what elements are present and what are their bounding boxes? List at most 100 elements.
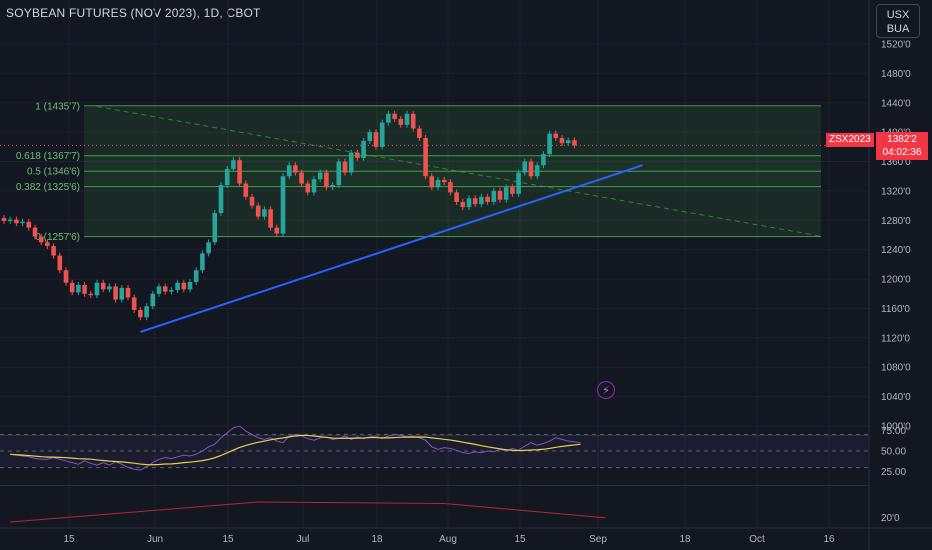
- candle-body: [113, 286, 118, 300]
- candle: [379, 119, 385, 150]
- candle-body: [472, 198, 478, 205]
- candle: [348, 149, 354, 176]
- price-tick-label: 1240'0: [881, 245, 911, 256]
- candle-body: [175, 282, 180, 291]
- candle: [398, 115, 404, 128]
- candle-body: [274, 227, 280, 234]
- candle: [231, 157, 236, 172]
- candle: [169, 287, 174, 295]
- candle: [162, 283, 168, 295]
- time-tick-label: Jul: [297, 534, 310, 545]
- candle-body: [361, 140, 366, 158]
- candle-body: [286, 165, 292, 177]
- candle-body: [448, 182, 453, 193]
- candle: [361, 138, 366, 161]
- candlestick-series: [1, 110, 577, 321]
- price-tick-label: 1520'0: [881, 40, 911, 51]
- candle: [76, 282, 81, 296]
- candle-body: [510, 187, 515, 194]
- lightning-icon[interactable]: ⚡: [597, 381, 615, 399]
- candle-body: [317, 172, 323, 180]
- time-axis[interactable]: 15 Jun 15 Jul 18 Aug 15 Sep 18 Oct 16: [63, 534, 835, 545]
- candle: [460, 199, 466, 211]
- candle-body: [386, 113, 391, 123]
- candle: [429, 173, 435, 191]
- candle: [417, 125, 422, 141]
- candle-body: [280, 176, 286, 234]
- candle-body: [51, 246, 56, 256]
- candle: [224, 165, 230, 188]
- candle: [32, 224, 38, 240]
- candle-body: [32, 227, 38, 237]
- time-tick-label: 15: [514, 534, 526, 545]
- fib-retracement[interactable]: 1 (1435'7) 0.618 (1367'7) 0.5 (1346'6) 0.38…: [0, 101, 868, 243]
- candle-body: [392, 113, 397, 119]
- candle-body: [485, 196, 490, 202]
- rsi-tick-label: 50.00: [881, 447, 906, 458]
- price-tick-label: 1440'0: [881, 98, 911, 109]
- time-tick-label: Oct: [749, 534, 765, 545]
- currency-selector[interactable]: USX BUA: [876, 4, 920, 38]
- candle: [38, 233, 44, 246]
- candle: [26, 218, 32, 231]
- price-tick-label: 1280'0: [881, 216, 911, 227]
- candle-body: [94, 282, 100, 296]
- time-tick-label: 15: [222, 534, 234, 545]
- candle: [262, 206, 267, 220]
- candle-body: [119, 287, 125, 300]
- candle-body: [342, 161, 348, 173]
- candle: [572, 137, 577, 149]
- candle: [330, 182, 335, 191]
- candle: [193, 267, 199, 285]
- rsi-pane: [0, 425, 868, 471]
- candle-body: [404, 113, 410, 125]
- price-axis[interactable]: 1520'01480'01440'01400'01360'01320'01280…: [881, 40, 911, 433]
- dashed-line[interactable]: [96, 105, 823, 237]
- candle-body: [479, 196, 484, 205]
- candle: [317, 169, 323, 183]
- fib-level-label: 0.618 (1367'7): [16, 151, 80, 162]
- candle: [373, 129, 379, 150]
- time-tick-label: Sep: [589, 534, 607, 545]
- candle-body: [187, 282, 193, 290]
- candle: [441, 176, 447, 186]
- candle: [107, 283, 112, 293]
- candle-body: [45, 242, 50, 247]
- candle: [404, 110, 410, 128]
- candle: [69, 279, 75, 296]
- candle-body: [293, 165, 298, 173]
- candle-body: [131, 297, 137, 310]
- currency-label: USX: [886, 9, 910, 21]
- candle-body: [534, 165, 540, 177]
- candle-body: [330, 185, 335, 188]
- candle: [187, 279, 193, 293]
- last-price-badge: 1382'2 04:02:36: [876, 132, 928, 160]
- candle: [156, 283, 162, 297]
- time-tick-label: Jun: [147, 534, 163, 545]
- trendline[interactable]: [140, 164, 643, 333]
- candle: [522, 158, 528, 176]
- candle: [479, 193, 484, 208]
- candle-body: [224, 168, 230, 186]
- candle: [311, 176, 317, 196]
- candle: [51, 243, 56, 259]
- candle-body: [38, 236, 44, 243]
- candle: [249, 193, 255, 209]
- candle-body: [125, 287, 131, 298]
- lower-indicator: 20'0: [0, 485, 900, 524]
- candle: [100, 279, 106, 293]
- candle-body: [249, 196, 255, 206]
- candle: [485, 193, 490, 205]
- candle: [466, 195, 472, 211]
- candle-body: [76, 284, 81, 293]
- fib-level-label: 0.5 (1346'6): [27, 167, 80, 178]
- candle: [491, 187, 497, 205]
- price-tick-label: 1200'0: [881, 275, 911, 286]
- last-price: 1382'2: [887, 134, 917, 145]
- candle-body: [522, 161, 528, 173]
- candle: [268, 206, 273, 231]
- candle: [119, 284, 125, 303]
- candle: [206, 239, 211, 257]
- candle: [286, 162, 292, 180]
